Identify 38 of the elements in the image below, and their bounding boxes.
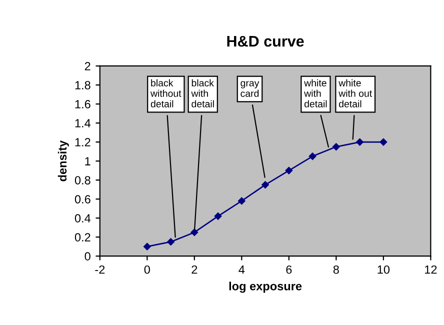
x-tick-label: 8 (333, 265, 339, 274)
annotation: white with detail (304, 79, 327, 108)
annotation: white with out detail (338, 79, 372, 108)
y-tick-label: 0.2 (74, 233, 90, 242)
x-tick-label: 10 (378, 265, 390, 274)
point (214, 212, 222, 220)
y-tick-label: 1.8 (75, 81, 90, 90)
point (167, 238, 174, 246)
point (356, 138, 364, 146)
x-tick-label: 6 (286, 265, 292, 274)
x-tick-label: 2 (192, 265, 198, 274)
x-tick-label: 12 (425, 265, 437, 274)
point (380, 138, 388, 146)
annotation: gray card (240, 81, 260, 97)
point (308, 152, 316, 160)
annotation: black with detail (191, 79, 214, 108)
x-axis-title: log exposure (229, 282, 302, 293)
y-tick-label: 0.8 (74, 176, 90, 184)
y-tick-label: 1.4 (75, 119, 91, 128)
y-tick-label: 2 (84, 62, 90, 70)
x-tick-label: 4 (238, 266, 245, 274)
x-tick-label: -2 (95, 265, 105, 274)
y-axis-title: density (58, 140, 69, 182)
x-tick-label: 0 (144, 265, 150, 274)
y-tick-label: 0 (84, 252, 90, 260)
chart-title: H&D curve (227, 36, 304, 47)
point (144, 242, 151, 250)
annotation: black without detail (150, 79, 182, 108)
y-tick-label: 1.6 (75, 100, 90, 108)
point (190, 228, 198, 236)
y-tick-label: 0.6 (74, 195, 90, 204)
point (332, 143, 340, 150)
y-tick-label: 1 (85, 157, 90, 166)
point (262, 181, 269, 188)
y-tick-label: 0.4 (74, 214, 91, 222)
point (285, 166, 293, 174)
y-tick-label: 1.2 (75, 138, 90, 146)
point (238, 197, 246, 205)
